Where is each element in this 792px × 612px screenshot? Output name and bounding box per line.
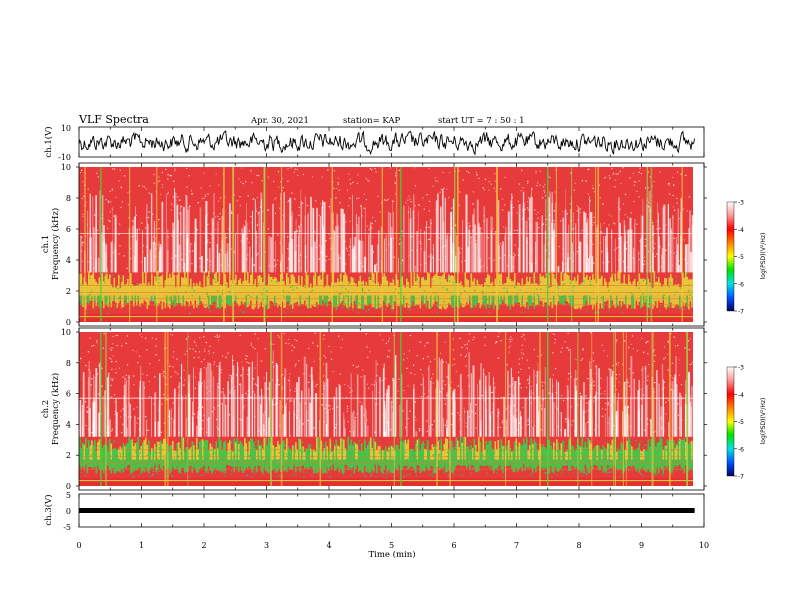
station-label: station= KAP bbox=[343, 116, 401, 126]
colorbar-tick-label: -7 bbox=[738, 474, 744, 481]
ch1-spec-ylabel-line2: Frequency (kHz) bbox=[50, 208, 61, 280]
ch3-ytick-5: 5 bbox=[66, 491, 71, 500]
colorbar-tick-label: -5 bbox=[738, 419, 744, 426]
figure-title: VLF Spectra bbox=[78, 113, 149, 126]
ytick-label: 0 bbox=[66, 482, 71, 491]
ch2-spec-ylabel-line2: Frequency (kHz) bbox=[50, 373, 61, 445]
colorbar-tick-label: -7 bbox=[738, 309, 744, 316]
xtick-label: 10 bbox=[699, 541, 709, 550]
ch1-spectrogram-panel: ch.1 Frequency (kHz) 0 2 4 6 8 10 bbox=[41, 162, 707, 327]
xtick-label: 4 bbox=[326, 541, 331, 550]
ch2-colorbar-label: log(PSD)(V²/Hz) bbox=[760, 398, 767, 445]
xtick-label: 2 bbox=[201, 541, 206, 550]
xtick-label: 3 bbox=[264, 541, 269, 550]
ytick-label: 4 bbox=[66, 420, 71, 429]
ch2-spectrogram-panel: ch.2 Frequency (kHz) 0 2 4 6 8 10 bbox=[41, 327, 707, 491]
colorbar-tick-label: -5 bbox=[738, 254, 744, 261]
ch3-ytick-0: 0 bbox=[66, 507, 71, 516]
ch3-trace bbox=[79, 508, 695, 513]
ch1-colorbar-label: log(PSD)(V²/Hz) bbox=[760, 233, 767, 280]
xtick-label: 1 bbox=[139, 541, 144, 550]
xtick-label: 6 bbox=[451, 541, 456, 550]
ytick-label: 8 bbox=[66, 194, 71, 203]
xtick-label: 5 bbox=[389, 541, 394, 550]
ch3-ytick-minus5: -5 bbox=[63, 523, 71, 532]
ytick-label: 10 bbox=[61, 328, 71, 337]
ch1-ytick-bottom: -10 bbox=[58, 153, 71, 162]
date-label: Apr. 30, 2021 bbox=[250, 116, 309, 126]
ytick-label: 2 bbox=[66, 287, 71, 296]
colorbar-tick-label: -4 bbox=[738, 392, 744, 399]
start-time-label: start UT = 7 : 50 : 1 bbox=[438, 116, 525, 126]
xtick-label: 7 bbox=[514, 541, 519, 550]
xtick-label: 8 bbox=[576, 541, 581, 550]
x-axis-label: Time (min) bbox=[368, 549, 415, 560]
ch2-colorbar: -3 -4 -5 -6 -7 log(PSD)(V²/Hz) bbox=[726, 365, 767, 481]
colorbar-tick-label: -4 bbox=[738, 227, 744, 234]
ytick-label: 8 bbox=[66, 359, 71, 368]
ch1-trace bbox=[78, 130, 696, 156]
ytick-label: 4 bbox=[66, 256, 71, 265]
xtick-label: 9 bbox=[639, 541, 644, 550]
ytick-label: 0 bbox=[66, 318, 71, 327]
ch1-colorbar: -3 -4 -5 -6 -7 log(PSD)(V²/Hz) bbox=[726, 200, 767, 316]
ch1-ylabel: ch.1(V) bbox=[43, 126, 54, 157]
ytick-label: 6 bbox=[66, 390, 71, 399]
ch2-spec-ylabel-line1: ch.2 bbox=[41, 400, 51, 418]
ytick-label: 10 bbox=[61, 163, 71, 172]
ch1-ytick-top: 10 bbox=[61, 124, 71, 133]
colorbar-tick-label: -6 bbox=[738, 281, 744, 288]
xtick-label: 0 bbox=[76, 541, 81, 550]
ch3-ylabel: ch.3(V) bbox=[43, 494, 54, 525]
ch3-waveform-panel: ch.3(V) 5 0 -5 0 1 2 3 4 5 6 7 8 9 10 Time (min) bbox=[43, 491, 709, 560]
ch1-spec-ylabel-line1: ch.1 bbox=[41, 235, 51, 253]
colorbar-tick-label: -3 bbox=[738, 200, 744, 207]
colorbar-tick-label: -6 bbox=[738, 446, 744, 453]
ytick-label: 6 bbox=[66, 225, 71, 234]
ytick-label: 2 bbox=[66, 451, 71, 460]
colorbar-tick-label: -3 bbox=[738, 365, 744, 372]
ch1-waveform-panel: ch.1(V) 10 -10 bbox=[43, 124, 705, 162]
